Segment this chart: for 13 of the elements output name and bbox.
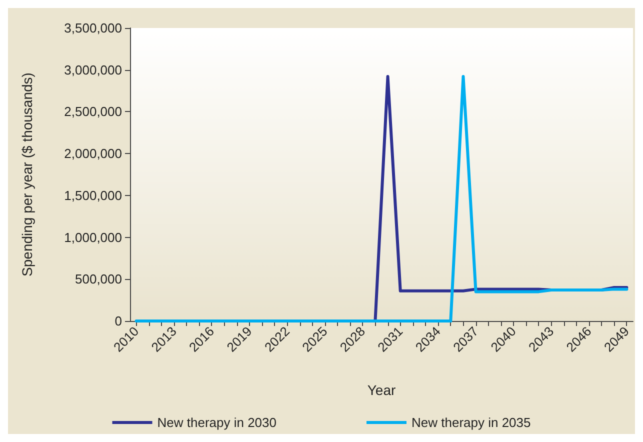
y-tick-label: 1,500,000 [64,188,122,203]
y-tick-label: 500,000 [75,272,122,287]
line-series [134,75,628,322]
y-tick-label: 3,500,000 [64,20,122,36]
y-tick-label: 2,500,000 [64,104,122,120]
legend-label: New therapy in 2035 [412,415,531,430]
y-axis-title: Spending per year ($ thousands) [19,72,35,276]
y-tick-label: 2,000,000 [64,146,122,162]
y-tick-label: 3,000,000 [64,62,122,78]
y-tick-label: 0 [114,314,122,328]
y-tick-label: 1,000,000 [64,230,122,245]
legend-label: New therapy in 2030 [157,415,277,430]
x-axis-title: Year [367,382,396,398]
